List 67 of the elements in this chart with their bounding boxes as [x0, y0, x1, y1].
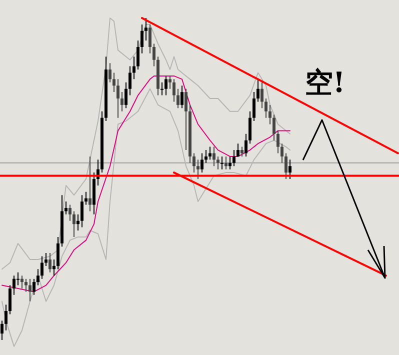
candlestick [76, 214, 80, 232]
candlestick [220, 156, 224, 170]
candlestick [144, 18, 148, 42]
candlestick [212, 146, 216, 167]
candlestick [276, 130, 280, 154]
candlestick [192, 152, 196, 174]
candlestick [116, 78, 120, 118]
candlestick [228, 156, 232, 170]
candlestick [280, 143, 284, 164]
candlestick [172, 78, 176, 102]
candlestick [272, 114, 276, 141]
candlestick [64, 201, 68, 215]
candlestick [200, 152, 204, 174]
candlestick [240, 146, 244, 157]
candlestick [128, 66, 132, 96]
candlestick [24, 278, 28, 292]
candlestick [204, 150, 208, 164]
candlestick [44, 252, 48, 266]
candlestick [152, 43, 156, 67]
candlestick [20, 275, 24, 289]
candlestick [132, 56, 136, 80]
candlestick [284, 152, 288, 180]
candlestick [56, 236, 60, 270]
candlestick [232, 150, 236, 167]
candlestick [40, 256, 44, 280]
candlestick [8, 284, 12, 315]
candlestick [236, 143, 240, 157]
candlestick [32, 278, 36, 296]
candlestick [120, 92, 124, 112]
candlestick [208, 146, 212, 160]
candlestick [4, 304, 8, 331]
candlestick [264, 98, 268, 118]
candlestick [108, 62, 112, 83]
candlestick [88, 156, 92, 212]
candlestick [176, 88, 180, 109]
candlestick [52, 259, 56, 276]
candlestick [268, 104, 272, 125]
candlestick [148, 24, 152, 54]
candlestick [252, 92, 256, 122]
candlestick [288, 159, 292, 180]
candlestick [136, 40, 140, 70]
candlestick [164, 75, 168, 96]
candlestick [72, 210, 76, 238]
candlestick [260, 82, 264, 109]
candlestick [12, 275, 16, 296]
candlestick [28, 278, 32, 302]
candlestick [84, 191, 88, 206]
candlestick [184, 88, 188, 151]
candlestick [180, 85, 184, 109]
candlestick [216, 156, 220, 170]
candlestick [160, 82, 164, 96]
candlestick [124, 82, 128, 109]
candlestick [168, 75, 172, 90]
candlestick [0, 320, 4, 340]
candlestick [68, 204, 72, 222]
candlestick [36, 268, 40, 286]
candlestick [256, 78, 260, 102]
candlestick [224, 156, 228, 170]
annotation: 空! [304, 66, 346, 99]
candlestick [48, 252, 52, 273]
candlestick [244, 133, 248, 157]
candlestick [196, 159, 200, 180]
candlestick [140, 24, 144, 54]
candlestick [248, 110, 252, 144]
candlestick [112, 72, 116, 93]
candlestick [16, 272, 20, 286]
candlestick [80, 194, 84, 228]
